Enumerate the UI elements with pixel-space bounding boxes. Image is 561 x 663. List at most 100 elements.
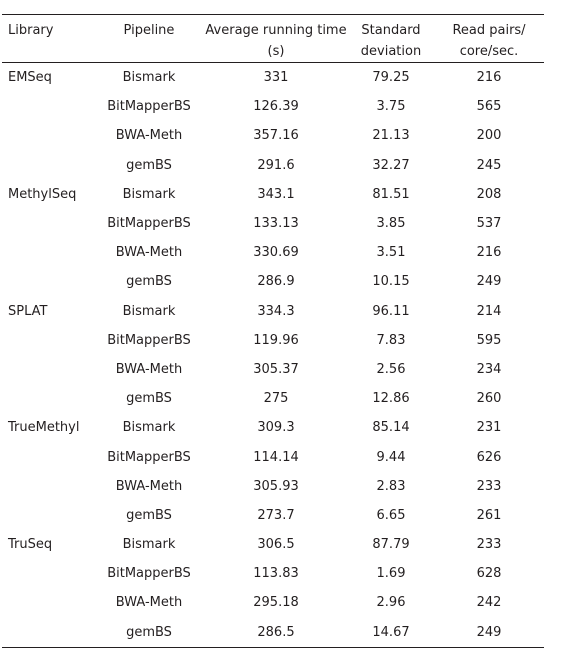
- cell-average-running-time: 306.5: [257, 537, 295, 553]
- cell-pipeline: BitMapperBS: [107, 332, 191, 348]
- cell-standard-deviation: 79.25: [372, 70, 410, 86]
- cell-pipeline: Bismark: [122, 420, 176, 436]
- cell-standard-deviation: 7.83: [376, 332, 406, 348]
- cell-read-pairs: 249: [476, 274, 502, 290]
- cell-average-running-time: 273.7: [257, 507, 295, 523]
- table-row: gemBS 286.9 10.15 249: [2, 267, 544, 296]
- cell-average-running-time: 331: [263, 70, 289, 86]
- cell-library: MethylSeq: [8, 186, 77, 202]
- cell-standard-deviation: 10.15: [372, 274, 410, 290]
- top-rule: [2, 14, 544, 15]
- cell-pipeline: Bismark: [122, 186, 176, 202]
- cell-standard-deviation: 9.44: [376, 449, 406, 465]
- table-row: BWA-Meth 357.16 21.13 200: [2, 121, 544, 150]
- cell-pipeline: BitMapperBS: [107, 216, 191, 232]
- cell-standard-deviation: 32.27: [372, 157, 410, 173]
- cell-read-pairs: 626: [476, 449, 502, 465]
- cell-library: SPLAT: [8, 303, 48, 319]
- cell-standard-deviation: 12.86: [372, 391, 410, 407]
- cell-pipeline: BWA-Meth: [115, 245, 183, 261]
- cell-read-pairs: 242: [476, 595, 502, 611]
- cell-read-pairs: 208: [476, 186, 502, 202]
- table-row: gemBS 291.6 32.27 245: [2, 151, 544, 180]
- table-row: SPLAT Bismark 334.3 96.11 214: [2, 297, 544, 326]
- header-read-pairs: Read pairs/ core/sec.: [452, 23, 526, 59]
- cell-standard-deviation: 96.11: [372, 303, 410, 319]
- runtime-table: Library Pipeline Average running time (s…: [2, 14, 544, 648]
- cell-pipeline: BWA-Meth: [115, 128, 183, 144]
- header-standard-deviation: Standard deviation: [360, 23, 422, 59]
- table-row: BitMapperBS 114.14 9.44 626: [2, 442, 544, 471]
- cell-standard-deviation: 2.96: [376, 595, 406, 611]
- cell-average-running-time: 330.69: [253, 245, 299, 261]
- cell-read-pairs: 231: [476, 420, 502, 436]
- cell-pipeline: Bismark: [122, 537, 176, 553]
- table-row: BitMapperBS 126.39 3.75 565: [2, 92, 544, 121]
- cell-read-pairs: 233: [476, 478, 502, 494]
- cell-pipeline: Bismark: [122, 70, 176, 86]
- cell-standard-deviation: 21.13: [372, 128, 410, 144]
- header-library: Library: [8, 23, 54, 38]
- cell-pipeline: gemBS: [126, 157, 172, 173]
- table-row: TrueMethyl Bismark 309.3 85.14 231: [2, 413, 544, 442]
- cell-average-running-time: 286.9: [257, 274, 295, 290]
- cell-average-running-time: 305.93: [253, 478, 299, 494]
- cell-standard-deviation: 87.79: [372, 537, 410, 553]
- table-row: BWA-Meth 330.69 3.51 216: [2, 238, 544, 267]
- cell-read-pairs: 537: [476, 216, 502, 232]
- cell-pipeline: BitMapperBS: [107, 99, 191, 115]
- cell-average-running-time: 126.39: [253, 99, 299, 115]
- cell-pipeline: gemBS: [126, 391, 172, 407]
- cell-library: TruSeq: [8, 537, 53, 553]
- cell-average-running-time: 357.16: [253, 128, 299, 144]
- cell-standard-deviation: 3.75: [376, 99, 406, 115]
- cell-library: TrueMethyl: [8, 420, 80, 436]
- table-row: BWA-Meth 305.37 2.56 234: [2, 355, 544, 384]
- cell-average-running-time: 114.14: [253, 449, 299, 465]
- cell-standard-deviation: 1.69: [376, 566, 406, 582]
- cell-average-running-time: 295.18: [253, 595, 299, 611]
- cell-read-pairs: 249: [476, 624, 502, 640]
- cell-average-running-time: 343.1: [257, 186, 295, 202]
- cell-average-running-time: 286.5: [257, 624, 295, 640]
- table-row: gemBS 286.5 14.67 249: [2, 618, 544, 647]
- table-row: BitMapperBS 133.13 3.85 537: [2, 209, 544, 238]
- cell-standard-deviation: 81.51: [372, 186, 410, 202]
- cell-read-pairs: 261: [476, 507, 502, 523]
- cell-standard-deviation: 2.83: [376, 478, 406, 494]
- table-row: BitMapperBS 113.83 1.69 628: [2, 559, 544, 588]
- header-pipeline: Pipeline: [123, 23, 175, 38]
- cell-average-running-time: 305.37: [253, 361, 299, 377]
- cell-read-pairs: 233: [476, 537, 502, 553]
- cell-pipeline: BWA-Meth: [115, 361, 183, 377]
- table-header-row: Library Pipeline Average running time (s…: [2, 15, 544, 62]
- table-row: TruSeq Bismark 306.5 87.79 233: [2, 530, 544, 559]
- table-body: EMSeq Bismark 331 79.25 216 BitMapperBS 126.39…: [2, 63, 544, 647]
- cell-standard-deviation: 3.51: [376, 245, 406, 261]
- cell-read-pairs: 200: [476, 128, 502, 144]
- cell-average-running-time: 275: [263, 391, 289, 407]
- table-row: gemBS 275 12.86 260: [2, 384, 544, 413]
- cell-average-running-time: 291.6: [257, 157, 295, 173]
- cell-standard-deviation: 3.85: [376, 216, 406, 232]
- bottom-rule: [2, 646, 544, 648]
- cell-read-pairs: 628: [476, 566, 502, 582]
- cell-pipeline: BitMapperBS: [107, 566, 191, 582]
- cell-average-running-time: 309.3: [257, 420, 295, 436]
- cell-pipeline: gemBS: [126, 274, 172, 290]
- cell-standard-deviation: 14.67: [372, 624, 410, 640]
- cell-average-running-time: 133.13: [253, 216, 299, 232]
- cell-pipeline: BWA-Meth: [115, 478, 183, 494]
- header-average-running-time: Average running time (s): [205, 23, 347, 59]
- table-row: BWA-Meth 305.93 2.83 233: [2, 472, 544, 501]
- cell-read-pairs: 214: [476, 303, 502, 319]
- cell-pipeline: BWA-Meth: [115, 595, 183, 611]
- table-row: MethylSeq Bismark 343.1 81.51 208: [2, 180, 544, 209]
- cell-read-pairs: 595: [476, 332, 502, 348]
- cell-standard-deviation: 2.56: [376, 361, 406, 377]
- cell-read-pairs: 245: [476, 157, 502, 173]
- cell-standard-deviation: 85.14: [372, 420, 410, 436]
- cell-pipeline: gemBS: [126, 507, 172, 523]
- cell-standard-deviation: 6.65: [376, 507, 406, 523]
- table-row: BWA-Meth 295.18 2.96 242: [2, 588, 544, 617]
